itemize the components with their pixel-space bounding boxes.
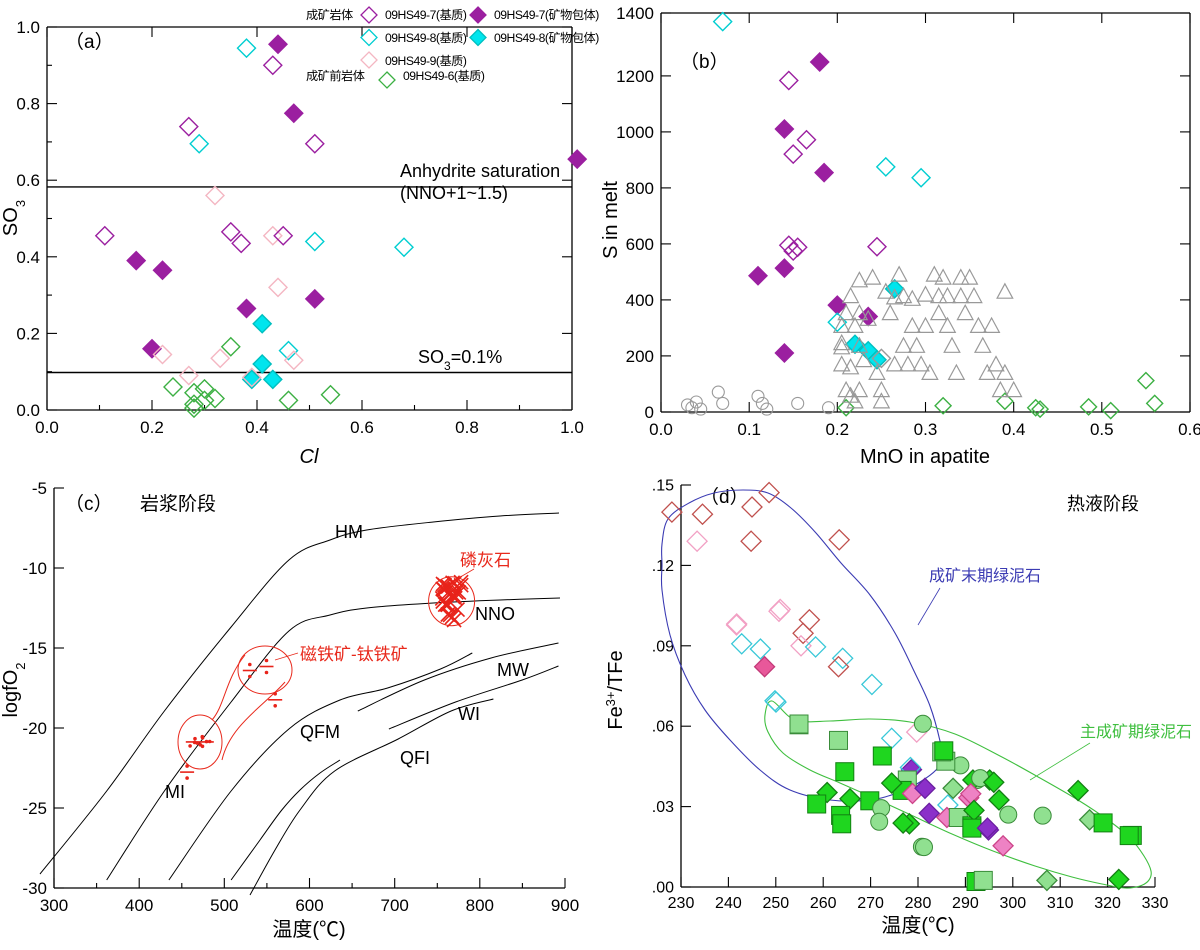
svg-text:0.2: 0.2: [825, 420, 849, 439]
svg-text:09HS49-7(基质): 09HS49-7(基质): [385, 8, 467, 22]
svg-text:0.8: 0.8: [16, 95, 40, 114]
svg-text:.06: .06: [652, 719, 674, 736]
svg-text:0.6: 0.6: [16, 171, 40, 190]
svg-text:1.0: 1.0: [560, 418, 584, 437]
svg-text:HM: HM: [335, 522, 363, 542]
svg-text:0.4: 0.4: [245, 418, 269, 437]
svg-text:.00: .00: [652, 880, 674, 897]
svg-text:0.2: 0.2: [140, 418, 164, 437]
svg-text:岩浆阶段: 岩浆阶段: [140, 493, 216, 515]
svg-text:.09: .09: [652, 638, 674, 655]
svg-text:1400: 1400: [616, 4, 654, 23]
svg-text:300: 300: [40, 896, 68, 915]
svg-text:0.4: 0.4: [16, 248, 40, 267]
svg-text:SO3: SO3: [0, 200, 28, 236]
svg-text:09HS49-8(矿物包体): 09HS49-8(矿物包体): [494, 31, 599, 45]
svg-text:0.0: 0.0: [35, 418, 59, 437]
svg-text:0: 0: [645, 403, 654, 422]
svg-text:成矿岩体: 成矿岩体: [306, 7, 353, 22]
svg-text:主成矿期绿泥石: 主成矿期绿泥石: [1080, 723, 1192, 741]
svg-text:260: 260: [810, 895, 837, 912]
svg-text:QFI: QFI: [400, 748, 430, 768]
svg-text:Anhydrite saturation: Anhydrite saturation: [400, 161, 560, 181]
svg-text:(NNO+1~1.5): (NNO+1~1.5): [400, 183, 508, 203]
svg-text:（c）: （c）: [65, 493, 113, 515]
svg-text:230: 230: [668, 895, 695, 912]
svg-text:0.0: 0.0: [649, 420, 673, 439]
svg-text:0.4: 0.4: [1002, 420, 1026, 439]
svg-text:600: 600: [295, 896, 323, 915]
svg-text:200: 200: [626, 347, 654, 366]
svg-text:.12: .12: [652, 558, 674, 575]
svg-text:NNO: NNO: [475, 604, 515, 624]
svg-text:磷灰石: 磷灰石: [460, 551, 511, 570]
svg-text:Fe3+/TFe: Fe3+/TFe: [603, 650, 628, 729]
svg-text:290: 290: [952, 895, 979, 912]
svg-text:0.8: 0.8: [455, 418, 479, 437]
svg-text:SO3=0.1%: SO3=0.1%: [418, 347, 502, 373]
svg-text:09HS49-6(基质): 09HS49-6(基质): [403, 69, 485, 83]
svg-text:MI: MI: [165, 782, 185, 802]
svg-text:（a）: （a）: [65, 31, 114, 53]
svg-text:0.6: 0.6: [350, 418, 374, 437]
svg-text:330: 330: [1142, 895, 1169, 912]
svg-text:1200: 1200: [616, 67, 654, 86]
svg-text:280: 280: [905, 895, 932, 912]
svg-text:09HS49-7(矿物包体): 09HS49-7(矿物包体): [494, 8, 599, 22]
svg-text:1.0: 1.0: [16, 18, 40, 37]
svg-text:logfO2: logfO2: [0, 662, 28, 717]
svg-text:09HS49-8(基质): 09HS49-8(基质): [385, 31, 467, 45]
svg-text:-15: -15: [22, 639, 47, 658]
svg-text:270: 270: [857, 895, 884, 912]
svg-text:1000: 1000: [616, 123, 654, 142]
svg-text:成矿末期绿泥石: 成矿末期绿泥石: [929, 567, 1041, 585]
svg-text:-20: -20: [22, 719, 47, 738]
svg-text:磁铁矿-钛铁矿: 磁铁矿-钛铁矿: [300, 645, 408, 664]
svg-text:800: 800: [466, 896, 494, 915]
svg-text:240: 240: [715, 895, 742, 912]
svg-text:温度(℃): 温度(℃): [272, 918, 345, 941]
svg-text:800: 800: [626, 179, 654, 198]
svg-text:0.2: 0.2: [16, 324, 40, 343]
svg-text:MW: MW: [497, 660, 529, 680]
svg-text:-10: -10: [22, 559, 47, 578]
svg-text:（d）: （d）: [700, 486, 749, 508]
svg-text:0.1: 0.1: [737, 420, 761, 439]
svg-text:0.3: 0.3: [914, 420, 938, 439]
svg-text:0.0: 0.0: [16, 401, 40, 420]
svg-text:QFM: QFM: [300, 722, 340, 742]
svg-text:0.6: 0.6: [1178, 420, 1200, 439]
svg-text:900: 900: [551, 896, 579, 915]
svg-text:400: 400: [626, 291, 654, 310]
svg-text:MnO in apatite: MnO in apatite: [860, 446, 990, 468]
svg-text:.03: .03: [652, 799, 674, 816]
svg-text:成矿前岩体: 成矿前岩体: [306, 68, 365, 83]
svg-text:.15: .15: [652, 478, 674, 495]
svg-text:500: 500: [210, 896, 238, 915]
svg-text:WI: WI: [458, 704, 480, 724]
svg-text:700: 700: [381, 896, 409, 915]
svg-text:热液阶段: 热液阶段: [1067, 494, 1139, 514]
svg-text:（b）: （b）: [680, 51, 729, 73]
svg-text:310: 310: [1047, 895, 1074, 912]
svg-text:400: 400: [125, 896, 153, 915]
svg-text:0.5: 0.5: [1090, 420, 1114, 439]
svg-text:-30: -30: [22, 879, 47, 898]
svg-text:S in melt: S in melt: [600, 181, 622, 259]
svg-text:300: 300: [999, 895, 1026, 912]
svg-text:-5: -5: [32, 479, 47, 498]
svg-text:320: 320: [1094, 895, 1121, 912]
svg-text:600: 600: [626, 235, 654, 254]
svg-text:Cl: Cl: [300, 446, 319, 468]
svg-text:-25: -25: [22, 799, 47, 818]
svg-text:250: 250: [762, 895, 789, 912]
svg-text:温度(℃): 温度(℃): [881, 914, 954, 937]
svg-text:09HS49-9(基质): 09HS49-9(基质): [385, 54, 467, 68]
